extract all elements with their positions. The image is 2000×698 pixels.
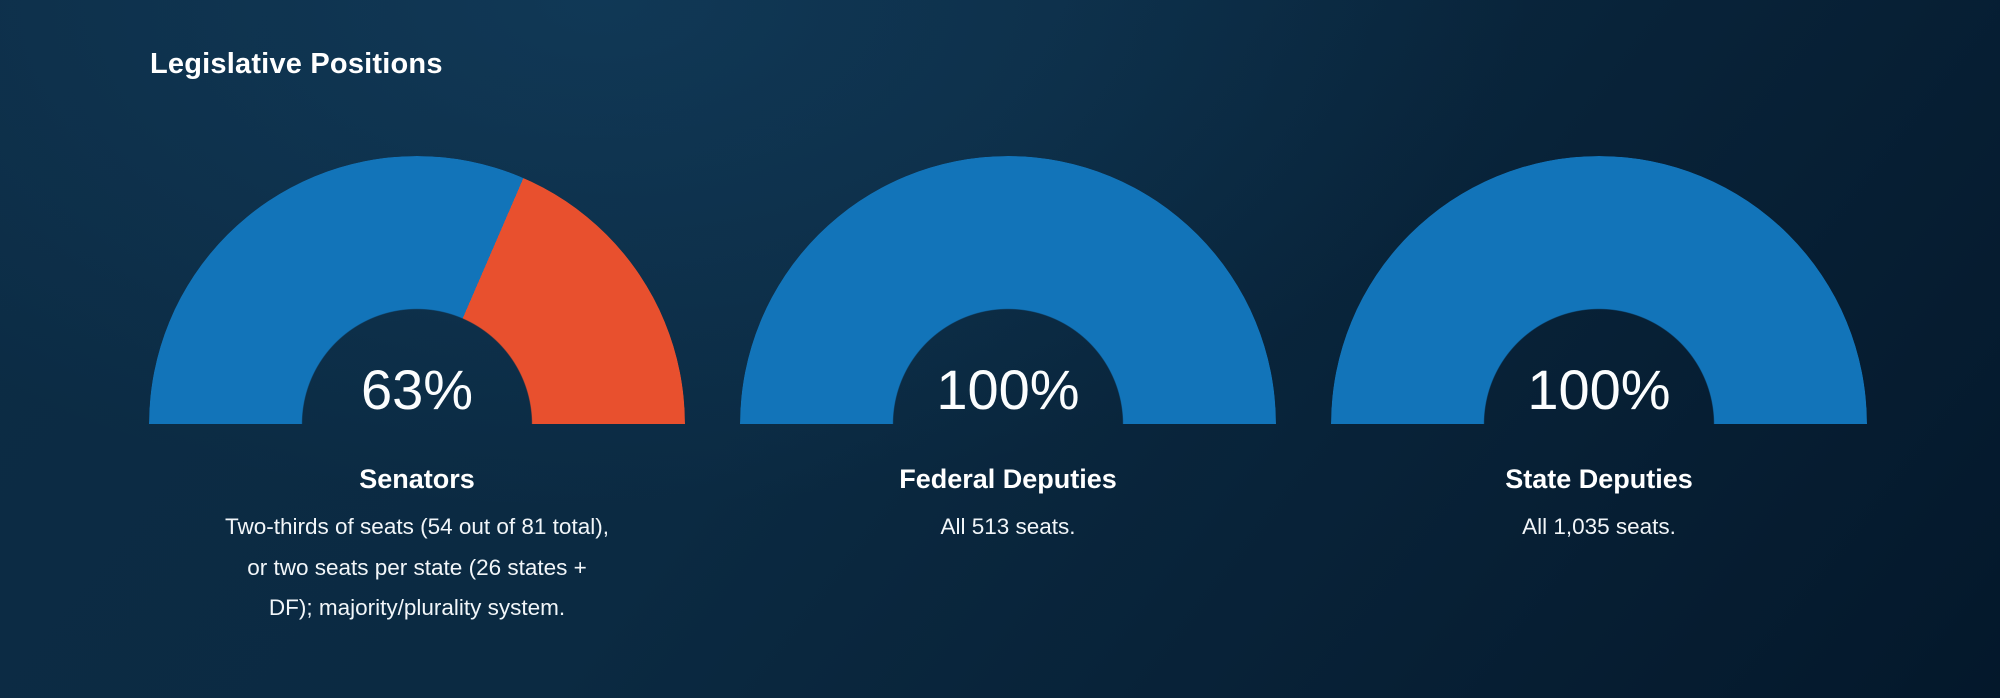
gauge-chart-federal-deputies: 100% (740, 156, 1276, 424)
gauge-federal-deputies: 100% Federal Deputies All 513 seats. (728, 156, 1288, 629)
gauge-percent-state-deputies: 100% (1527, 358, 1671, 421)
gauge-chart-state-deputies: 100% (1331, 156, 1867, 424)
page-title: Legislative Positions (150, 48, 443, 80)
gauge-description-state-deputies: All 1,035 seats. (1522, 514, 1676, 539)
gauge-row: 63% Senators Two-thirds of seats (54 out… (137, 156, 1879, 629)
gauge-description-federal-deputies: All 513 seats. (940, 514, 1076, 539)
gauge-label-federal-deputies: Federal Deputies (899, 464, 1117, 494)
gauge-chart-senators: 63% (149, 156, 685, 424)
gauge-label-senators: Senators (359, 464, 475, 494)
gauge-state-deputies: 100% State Deputies All 1,035 seats. (1319, 156, 1879, 629)
gauge-description-senators: Two-thirds of seats (54 out of 81 total)… (225, 514, 609, 620)
gauge-label-state-deputies: State Deputies (1505, 464, 1693, 494)
gauge-percent-federal-deputies: 100% (936, 358, 1080, 421)
gauge-senators: 63% Senators Two-thirds of seats (54 out… (137, 156, 697, 629)
gauge-percent-senators: 63% (360, 358, 474, 421)
